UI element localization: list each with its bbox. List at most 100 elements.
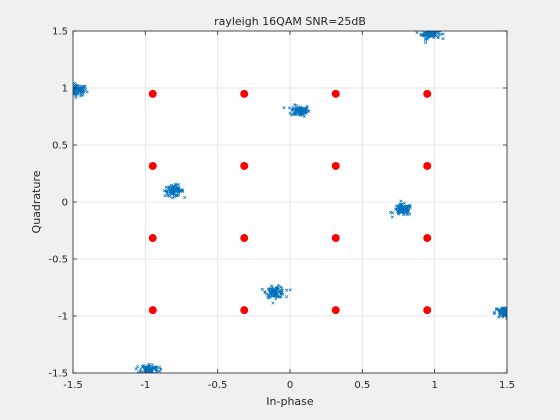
received-point [408, 204, 412, 208]
received-point [492, 310, 497, 315]
received-point [397, 210, 401, 214]
received-point [405, 206, 409, 210]
y-tick-label: 1.5 [52, 27, 68, 38]
received-point [285, 295, 289, 299]
received-point [158, 365, 162, 369]
received-point [73, 92, 77, 96]
received-point [140, 370, 144, 373]
y-tick-label: 0 [62, 198, 68, 209]
y-tick-label: 1 [62, 84, 68, 95]
received-point [503, 311, 507, 315]
received-point [426, 35, 431, 39]
received-point [270, 289, 274, 293]
received-point [274, 297, 278, 301]
received-point [305, 105, 309, 109]
received-point [438, 27, 441, 30]
received-point [424, 34, 428, 38]
received-point [139, 367, 143, 371]
received-point [176, 187, 180, 192]
received-point [421, 33, 426, 37]
received-point [269, 287, 273, 291]
received-point [75, 84, 79, 88]
reference-point [331, 306, 340, 315]
axis-ticks [72, 30, 508, 374]
y-tick-label: 0.5 [52, 141, 68, 152]
received-point [511, 311, 514, 314]
received-point [181, 188, 185, 192]
received-point [433, 26, 436, 29]
received-point [441, 37, 445, 41]
received-point [73, 88, 76, 92]
received-point [288, 288, 292, 292]
received-point [509, 313, 512, 316]
received-point [402, 201, 406, 205]
received-point [429, 32, 433, 36]
received-point [302, 114, 306, 119]
reference-point [148, 306, 157, 315]
received-point [306, 109, 310, 113]
received-point [402, 212, 406, 217]
received-point [280, 292, 284, 296]
received-point [276, 283, 280, 288]
received-point [419, 33, 423, 37]
received-point [430, 27, 433, 30]
received-point [134, 367, 138, 371]
received-point [405, 211, 409, 215]
received-point [514, 310, 517, 313]
reference-point [423, 161, 432, 170]
received-point [170, 188, 174, 192]
received-point [266, 287, 270, 291]
received-point [172, 192, 176, 196]
x-axis-label: In-phase [266, 395, 314, 408]
received-point [505, 315, 507, 320]
x-tick-label: 0 [287, 380, 293, 391]
x-tick-label: -1 [140, 380, 150, 391]
received-point [152, 365, 156, 369]
y-axis-label: Quadrature [30, 170, 43, 233]
received-point [73, 81, 76, 85]
reference-point [240, 89, 249, 98]
received-point [423, 31, 428, 36]
received-point [275, 291, 279, 295]
received-point [280, 288, 284, 293]
y-tick-labels: -1.5 -1 -0.5 0 0.5 1 1.5 [48, 27, 68, 380]
received-point [158, 369, 162, 373]
received-point [509, 310, 512, 313]
received-point [295, 106, 299, 110]
received-point [145, 368, 149, 372]
received-point [271, 289, 275, 293]
received-point [148, 365, 152, 369]
received-point [436, 31, 441, 33]
received-point [150, 363, 154, 367]
received-point [68, 87, 71, 90]
received-point [147, 376, 150, 379]
reference-constellation [148, 89, 432, 315]
y-tick-label: -0.5 [48, 255, 68, 266]
received-point [508, 312, 511, 315]
received-point [419, 32, 423, 36]
reference-point [148, 161, 157, 170]
received-point [178, 188, 182, 192]
reference-point [423, 306, 432, 315]
reference-point [423, 234, 432, 243]
received-point [136, 365, 140, 369]
received-point [433, 26, 436, 29]
received-point [293, 103, 297, 107]
received-point [402, 204, 406, 208]
received-point [270, 294, 274, 298]
received-point [175, 194, 179, 198]
reference-point [331, 89, 340, 98]
received-point [155, 370, 159, 373]
reference-point [148, 234, 157, 243]
received-point [174, 188, 178, 192]
y-tick-label: -1.5 [48, 369, 68, 380]
received-point [404, 204, 408, 208]
received-point [512, 306, 515, 309]
received-point [287, 106, 292, 110]
received-point [290, 108, 294, 112]
received-point [508, 310, 511, 313]
received-point [399, 199, 403, 203]
received-point [260, 287, 264, 291]
received-point [277, 295, 282, 299]
